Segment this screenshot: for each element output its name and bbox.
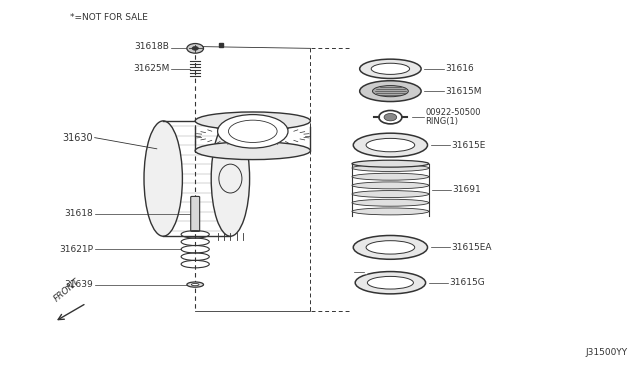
- Ellipse shape: [372, 86, 408, 97]
- Text: 31615G: 31615G: [449, 278, 485, 287]
- Ellipse shape: [352, 208, 429, 215]
- Ellipse shape: [367, 276, 413, 289]
- Text: 31621P: 31621P: [59, 245, 93, 254]
- Ellipse shape: [352, 182, 429, 189]
- Ellipse shape: [187, 282, 204, 287]
- Circle shape: [187, 44, 204, 53]
- Ellipse shape: [371, 63, 410, 74]
- Ellipse shape: [352, 164, 429, 171]
- Text: 31615EA: 31615EA: [451, 243, 492, 252]
- Ellipse shape: [195, 112, 310, 130]
- Ellipse shape: [352, 173, 429, 180]
- Ellipse shape: [195, 142, 310, 160]
- Text: 31691: 31691: [452, 185, 481, 194]
- Ellipse shape: [211, 121, 250, 236]
- Text: 31615E: 31615E: [451, 141, 486, 150]
- Ellipse shape: [353, 133, 428, 157]
- Ellipse shape: [218, 115, 288, 148]
- Text: RING(1): RING(1): [426, 117, 459, 126]
- Text: *=NOT FOR SALE: *=NOT FOR SALE: [70, 13, 148, 22]
- Ellipse shape: [366, 138, 415, 152]
- Circle shape: [192, 46, 198, 50]
- Text: 31625M: 31625M: [133, 64, 170, 73]
- Text: 31630: 31630: [62, 133, 93, 142]
- Text: J31500YY: J31500YY: [585, 348, 627, 357]
- Ellipse shape: [204, 143, 302, 158]
- Ellipse shape: [366, 241, 415, 254]
- Ellipse shape: [352, 160, 429, 167]
- Ellipse shape: [355, 272, 426, 294]
- Text: 31618B: 31618B: [135, 42, 170, 51]
- Ellipse shape: [144, 121, 182, 236]
- Text: 31616: 31616: [445, 64, 474, 73]
- Ellipse shape: [352, 190, 429, 198]
- Ellipse shape: [360, 59, 421, 78]
- Text: 31639: 31639: [64, 280, 93, 289]
- Text: 31618: 31618: [64, 209, 93, 218]
- Ellipse shape: [360, 81, 421, 102]
- Circle shape: [384, 113, 397, 121]
- Text: 31615M: 31615M: [445, 87, 481, 96]
- Text: 00922-50500: 00922-50500: [426, 108, 481, 117]
- FancyBboxPatch shape: [191, 196, 200, 231]
- Ellipse shape: [353, 235, 428, 259]
- Text: FRONT: FRONT: [52, 276, 82, 303]
- Ellipse shape: [191, 283, 199, 286]
- Ellipse shape: [352, 199, 429, 206]
